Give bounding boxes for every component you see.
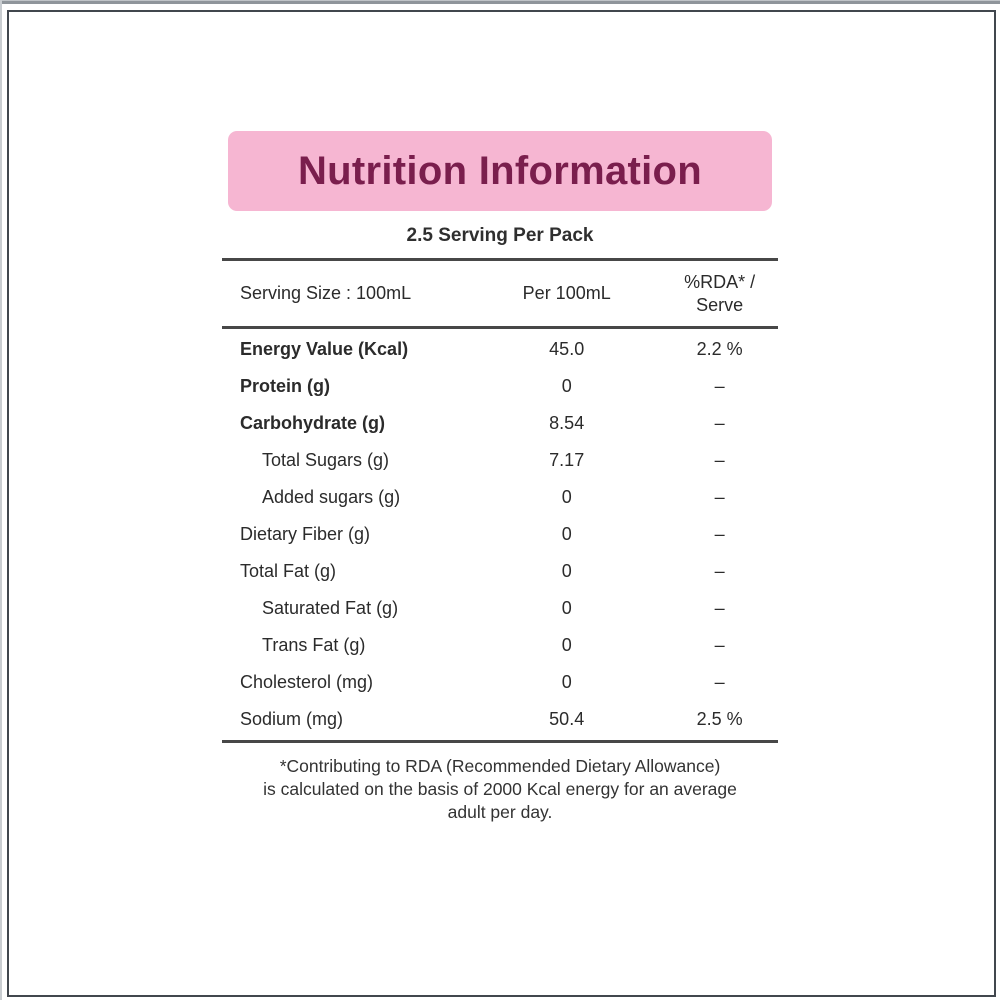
- page-title: Nutrition Information: [297, 148, 702, 193]
- nutrient-value: 0: [561, 487, 572, 507]
- table-row: Total Sugars (g) 7.17 –: [222, 442, 778, 479]
- nutrient-rda-value: –: [714, 561, 725, 581]
- header-rda-per-serve: %RDA* / Serve: [684, 271, 756, 315]
- nutrient-rda-value: 2.2 %: [696, 339, 743, 359]
- nutrient-rda-value: –: [714, 598, 725, 618]
- nutrient-label: Sodium (mg): [240, 709, 344, 729]
- table-row: Energy Value (Kcal) 45.0 2.2 %: [222, 331, 778, 368]
- table-row: Cholesterol (mg) 0 –: [222, 664, 778, 701]
- nutrient-value: 7.17: [549, 450, 585, 470]
- nutrient-label: Total Fat (g): [240, 561, 337, 581]
- nutrient-rda-value: –: [714, 376, 725, 396]
- nutrient-label: Protein (g): [240, 376, 330, 396]
- table-row: Carbohydrate (g) 8.54 –: [222, 405, 778, 442]
- table-header: Serving Size : 100mL Per 100mL %RDA* / S…: [222, 261, 778, 326]
- top-edge-strip: [0, 0, 1000, 4]
- header-per-100ml: Per 100mL: [522, 283, 611, 303]
- nutrient-value: 0: [561, 376, 572, 396]
- nutrient-value: 0: [561, 524, 572, 544]
- title-banner: Nutrition Information: [228, 131, 772, 211]
- nutrient-value: 0: [561, 598, 572, 618]
- table-row: Added sugars (g) 0 –: [222, 479, 778, 516]
- nutrient-value: 45.0: [549, 339, 585, 359]
- nutrient-rda-value: –: [714, 487, 725, 507]
- rda-footnote: *Contributing to RDA (Recommended Dietar…: [263, 756, 737, 822]
- nutrient-rda-value: –: [714, 450, 725, 470]
- nutrient-label: Energy Value (Kcal): [240, 339, 409, 359]
- nutrient-value: 50.4: [549, 709, 585, 729]
- nutrient-rda-value: –: [714, 413, 725, 433]
- nutrient-rda-value: 2.5 %: [696, 709, 743, 729]
- table-row: Protein (g) 0 –: [222, 368, 778, 405]
- table-row: Sodium (mg) 50.4 2.5 %: [222, 701, 778, 738]
- left-edge-strip: [0, 0, 2, 1000]
- divider-bottom: [222, 740, 778, 743]
- table-row: Dietary Fiber (g) 0 –: [222, 516, 778, 553]
- nutrient-label: Added sugars (g): [262, 487, 401, 507]
- nutrient-rda-value: –: [714, 672, 725, 692]
- table-row: Saturated Fat (g) 0 –: [222, 590, 778, 627]
- nutrient-label: Trans Fat (g): [262, 635, 366, 655]
- table-row: Trans Fat (g) 0 –: [222, 627, 778, 664]
- servings-per-pack: 2.5 Serving Per Pack: [406, 225, 594, 246]
- nutrient-label: Saturated Fat (g): [262, 598, 399, 618]
- table-row: Total Fat (g) 0 –: [222, 553, 778, 590]
- nutrient-value: 0: [561, 635, 572, 655]
- nutrient-rda-value: –: [714, 635, 725, 655]
- nutrient-value: 0: [561, 672, 572, 692]
- nutrient-label: Carbohydrate (g): [240, 413, 386, 433]
- table-body: Energy Value (Kcal) 45.0 2.2 % Protein (…: [222, 329, 778, 740]
- header-serving-size: Serving Size : 100mL: [240, 283, 412, 303]
- nutrient-label: Cholesterol (mg): [240, 672, 374, 692]
- divider-header: [222, 326, 778, 329]
- nutrition-label: Nutrition Information 2.5 Serving Per Pa…: [222, 131, 778, 824]
- nutrient-value: 8.54: [549, 413, 585, 433]
- divider-top: [222, 258, 778, 261]
- nutrient-label: Dietary Fiber (g): [240, 524, 371, 544]
- nutrient-rda-value: –: [714, 524, 725, 544]
- nutrient-value: 0: [561, 561, 572, 581]
- nutrient-label: Total Sugars (g): [262, 450, 390, 470]
